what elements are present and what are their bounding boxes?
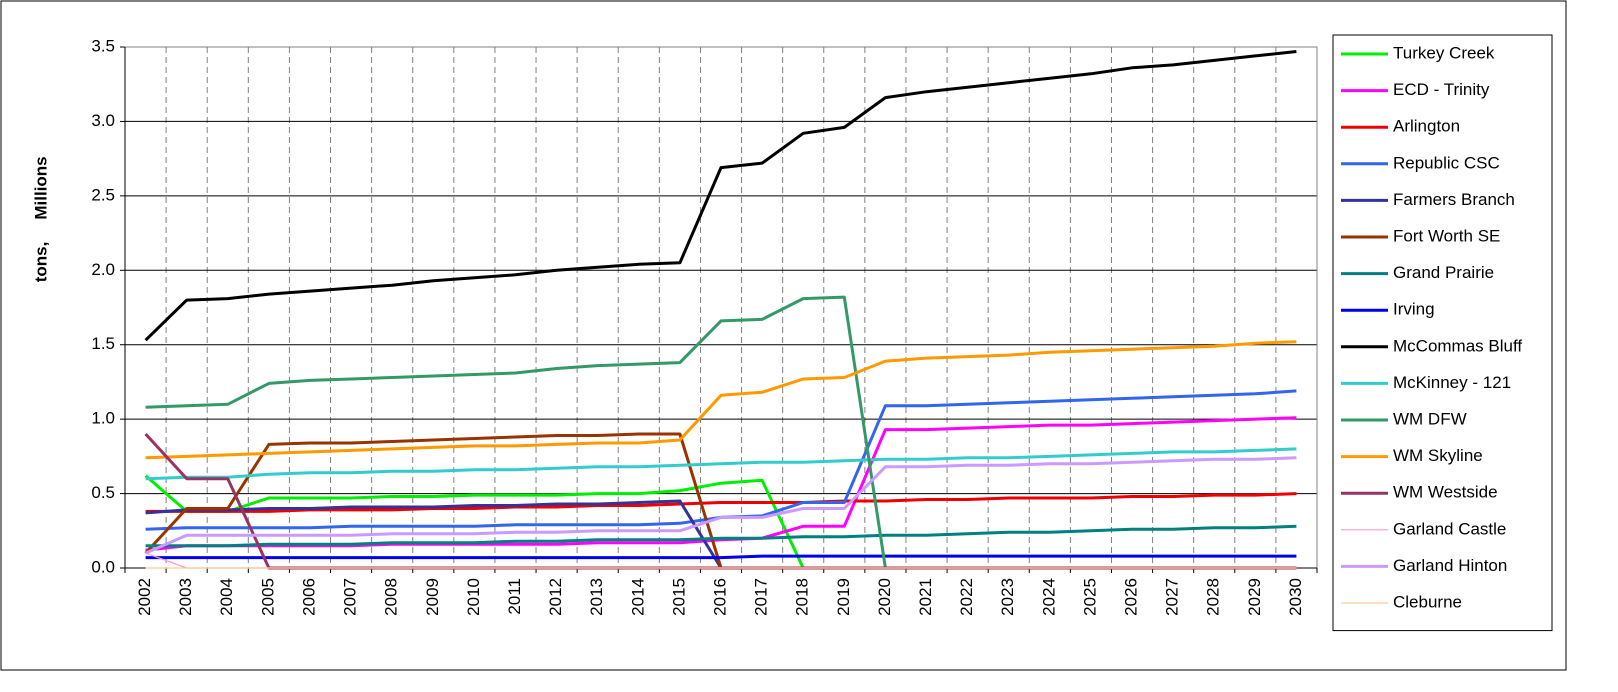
series-line xyxy=(145,340,1297,460)
series-line xyxy=(144,50,1297,342)
y-tick-label: 3.5 xyxy=(91,36,115,55)
x-tick-label: 2022 xyxy=(957,578,976,616)
series-line xyxy=(145,524,1297,548)
y-tick-label: 0.0 xyxy=(91,557,115,576)
x-tick-label: 2002 xyxy=(135,578,154,616)
y-axis-title: tons, xyxy=(31,242,50,283)
x-tick-label: 2028 xyxy=(1204,578,1223,616)
legend-label: Farmers Branch xyxy=(1393,190,1515,209)
x-tick-label: 2025 xyxy=(1080,578,1099,616)
series-line xyxy=(145,554,1297,560)
legend-label: Garland Hinton xyxy=(1393,556,1507,575)
x-tick-label: 2015 xyxy=(669,578,688,616)
legend-label: Irving xyxy=(1393,300,1435,319)
display-units-label: Millions xyxy=(31,156,50,219)
x-tick-label: 2006 xyxy=(299,578,318,616)
x-tick-label: 2021 xyxy=(916,578,935,616)
legend-label: ECD - Trinity xyxy=(1393,80,1490,99)
x-tick-label: 2020 xyxy=(875,578,894,616)
y-tick-label: 0.5 xyxy=(91,483,115,502)
x-tick-label: 2026 xyxy=(1122,578,1141,616)
x-tick-label: 2008 xyxy=(382,578,401,616)
legend-label: Garland Castle xyxy=(1393,519,1506,538)
x-tick-label: 2009 xyxy=(423,578,442,616)
x-tick-label: 2005 xyxy=(258,578,277,616)
series-line xyxy=(145,447,1297,481)
legend-label: Republic CSC xyxy=(1393,153,1500,172)
legend-label: McCommas Bluff xyxy=(1393,336,1522,355)
x-tick-label: 2027 xyxy=(1163,578,1182,616)
x-tick-label: 2023 xyxy=(998,578,1017,616)
legend-label: Turkey Creek xyxy=(1393,43,1495,62)
x-tick-label: 2012 xyxy=(546,578,565,616)
x-tick-label: 2007 xyxy=(341,578,360,616)
series-line xyxy=(145,492,1297,513)
y-tick-label: 1.0 xyxy=(91,409,115,428)
x-tick-label: 2013 xyxy=(587,578,606,616)
y-tick-label: 1.5 xyxy=(91,334,115,353)
x-tick-label: 2029 xyxy=(1245,578,1264,616)
x-tick-label: 2019 xyxy=(834,578,853,616)
x-tick-label: 2030 xyxy=(1286,578,1305,616)
x-tick-label: 2010 xyxy=(464,578,483,616)
legend-box xyxy=(1332,34,1553,632)
legend-label: WM Skyline xyxy=(1393,446,1483,465)
series-line xyxy=(145,456,1297,555)
legend-label: WM DFW xyxy=(1393,409,1467,428)
x-tick-label: 2016 xyxy=(710,578,729,616)
legend-label: Fort Worth SE xyxy=(1393,226,1500,245)
x-tick-label: 2004 xyxy=(217,578,236,616)
x-tick-label: 2024 xyxy=(1039,578,1058,616)
legend-label: McKinney - 121 xyxy=(1393,373,1511,392)
y-tick-label: 3.0 xyxy=(91,111,115,130)
x-tick-label: 2003 xyxy=(176,578,195,616)
x-tick-label: 2011 xyxy=(505,578,524,615)
chart-frame xyxy=(0,0,1567,671)
legend-label: WM Westside xyxy=(1393,483,1498,502)
legend-label: Grand Prairie xyxy=(1393,263,1494,282)
y-tick-label: 2.0 xyxy=(91,260,115,279)
x-tick-label: 2014 xyxy=(628,578,647,616)
x-tick-label: 2017 xyxy=(752,578,771,616)
y-tick-label: 2.5 xyxy=(91,185,115,204)
legend-label: Arlington xyxy=(1393,117,1460,136)
legend-label: Cleburne xyxy=(1393,592,1462,611)
x-tick-label: 2018 xyxy=(793,578,812,616)
